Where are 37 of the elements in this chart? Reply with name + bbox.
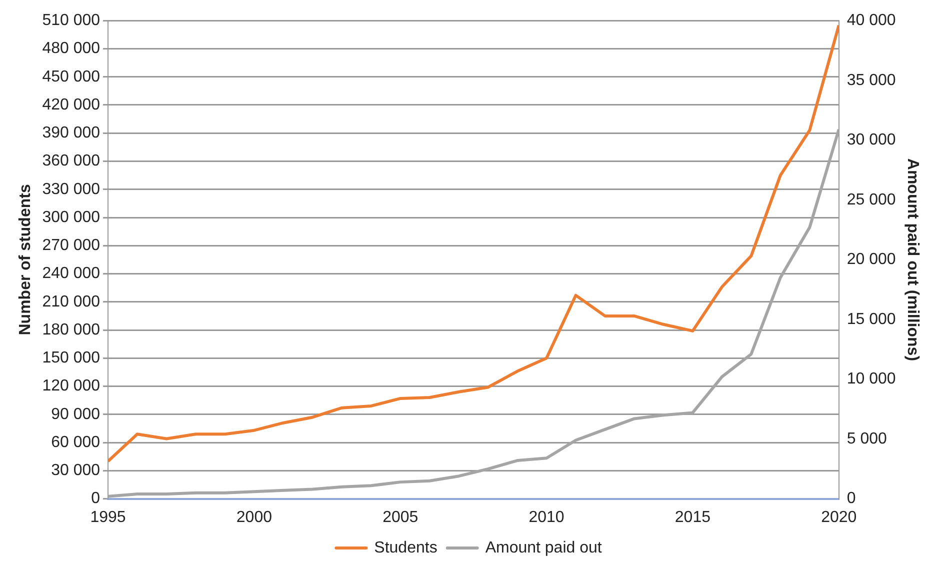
y-tick-label: 360 000 [42,152,100,170]
y-tick-label: 270 000 [42,237,100,254]
y-tick-label: 60 000 [51,434,100,451]
y-tick-label: 480 000 [42,40,100,58]
y-tick-label: 390 000 [42,124,100,142]
legend-label: Amount paid out [485,539,602,556]
y-tick-label: 300 000 [42,208,100,226]
y-tick-label: 0 [91,490,100,508]
x-tick-label: 2005 [382,508,418,526]
y-tick-label: 180 000 [42,321,100,338]
y2-axis-title: Amount paid out (millions) [904,158,921,362]
y2-tick-label: 40 000 [846,12,896,30]
y2-tick-label: 15 000 [846,310,896,328]
x-tick-label: 2020 [821,508,857,526]
y-tick-label: 30 000 [51,462,100,480]
y2-tick-label: 10 000 [846,370,896,388]
y-tick-label: 420 000 [42,96,100,114]
y2-tick-label: 35 000 [846,72,896,89]
y-axis-title: Number of students [17,184,34,336]
x-tick-label: 1995 [90,508,126,526]
y2-tick-label: 0 [846,490,856,508]
y-tick-label: 240 000 [42,265,100,282]
y-tick-label: 210 000 [42,293,100,310]
x-tick-label: 2000 [236,508,272,526]
y-tick-label: 150 000 [42,350,100,367]
y2-tick-label: 20 000 [846,251,896,268]
y2-tick-label: 25 000 [846,191,896,208]
y-tick-label: 450 000 [42,68,100,86]
y-tick-label: 510 000 [42,12,100,30]
x-tick-label: 2010 [528,508,564,526]
y-tick-label: 330 000 [42,180,100,198]
x-tick-label: 2015 [674,508,711,526]
y-tick-label: 90 000 [51,406,100,423]
y2-tick-label: 5 000 [846,430,888,448]
y-tick-label: 120 000 [42,378,100,395]
y2-tick-label: 30 000 [846,132,896,149]
legend-label: Students [374,539,438,556]
